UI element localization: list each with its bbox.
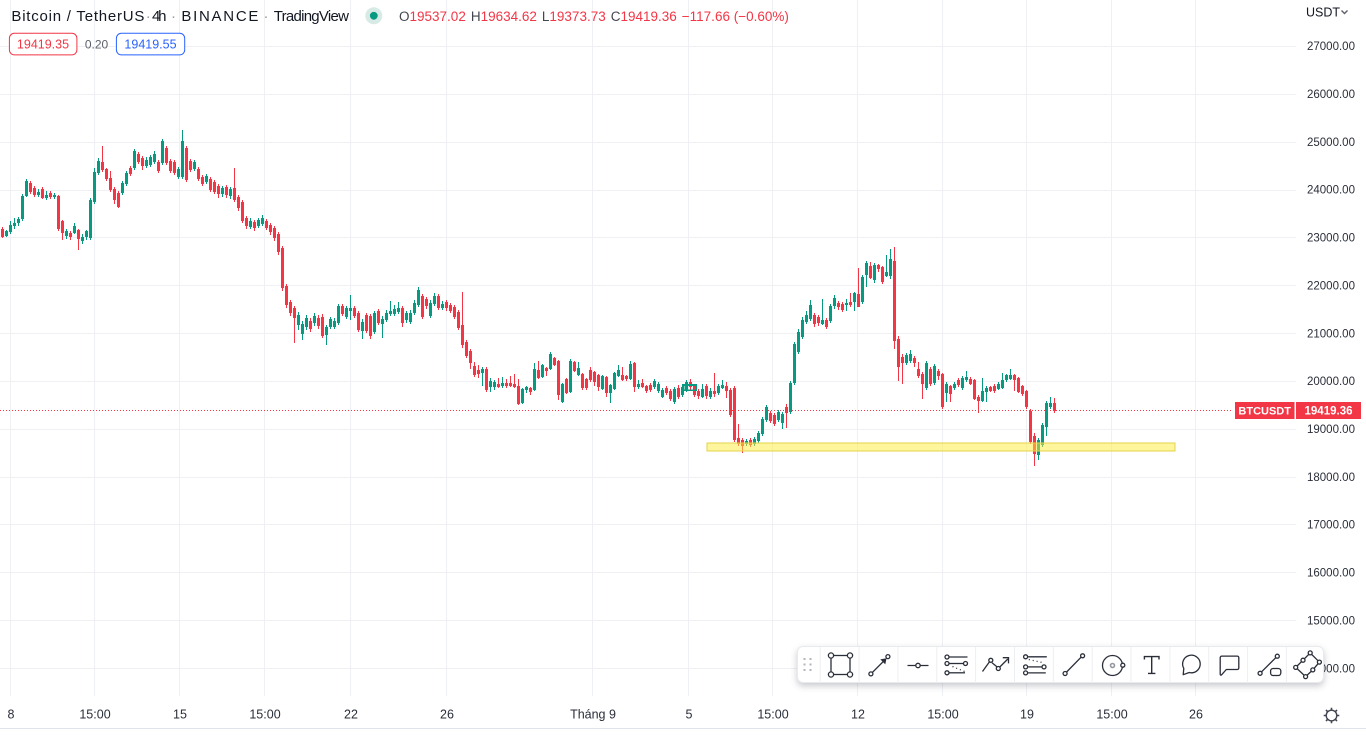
- svg-text:17000.00: 17000.00: [1307, 520, 1355, 532]
- svg-text:21000.00: 21000.00: [1307, 328, 1355, 340]
- svg-text:20000.00: 20000.00: [1307, 376, 1355, 388]
- svg-text:25000.00: 25000.00: [1307, 137, 1355, 149]
- svg-text:15:00: 15:00: [927, 708, 958, 722]
- svg-text:24000.00: 24000.00: [1307, 185, 1355, 197]
- svg-text:0.20: 0.20: [85, 38, 109, 52]
- svg-text:26: 26: [1189, 708, 1203, 722]
- svg-text:·: ·: [171, 8, 176, 25]
- svg-text:23000.00: 23000.00: [1307, 233, 1355, 245]
- svg-text:USDT: USDT: [1306, 6, 1340, 20]
- svg-text:TradingView: TradingView: [274, 8, 349, 25]
- svg-text:18000.00: 18000.00: [1307, 472, 1355, 484]
- svg-text:19000.00: 19000.00: [1307, 424, 1355, 436]
- svg-text:27000.00: 27000.00: [1307, 41, 1355, 53]
- svg-text:19419.36: 19419.36: [1305, 406, 1353, 418]
- svg-text:BTCUSDT: BTCUSDT: [1238, 406, 1291, 418]
- svg-text:8: 8: [8, 708, 15, 722]
- svg-text:12: 12: [851, 708, 865, 722]
- svg-text:19419.35: 19419.35: [17, 38, 69, 52]
- svg-text:22: 22: [344, 708, 358, 722]
- svg-text:15:00: 15:00: [249, 708, 280, 722]
- svg-text:19419.55: 19419.55: [124, 38, 176, 52]
- svg-text:·: ·: [264, 8, 269, 25]
- svg-text:15:00: 15:00: [79, 708, 110, 722]
- svg-text:15: 15: [173, 708, 187, 722]
- svg-text:26: 26: [440, 708, 454, 722]
- svg-text:4h: 4h: [152, 8, 167, 25]
- svg-text:·: ·: [146, 8, 151, 25]
- svg-text:26000.00: 26000.00: [1307, 89, 1355, 101]
- svg-text:22000.00: 22000.00: [1307, 280, 1355, 292]
- svg-text:Tháng 9: Tháng 9: [570, 708, 616, 722]
- svg-text:Bitcoin / TetherUS: Bitcoin / TetherUS: [11, 8, 144, 25]
- svg-text:15000.00: 15000.00: [1307, 615, 1355, 627]
- svg-text:15:00: 15:00: [757, 708, 788, 722]
- svg-text:BINANCE: BINANCE: [181, 8, 258, 25]
- svg-text:15:00: 15:00: [1096, 708, 1127, 722]
- svg-text:16000.00: 16000.00: [1307, 568, 1355, 580]
- svg-text:19: 19: [1020, 708, 1034, 722]
- svg-text:5: 5: [686, 708, 693, 722]
